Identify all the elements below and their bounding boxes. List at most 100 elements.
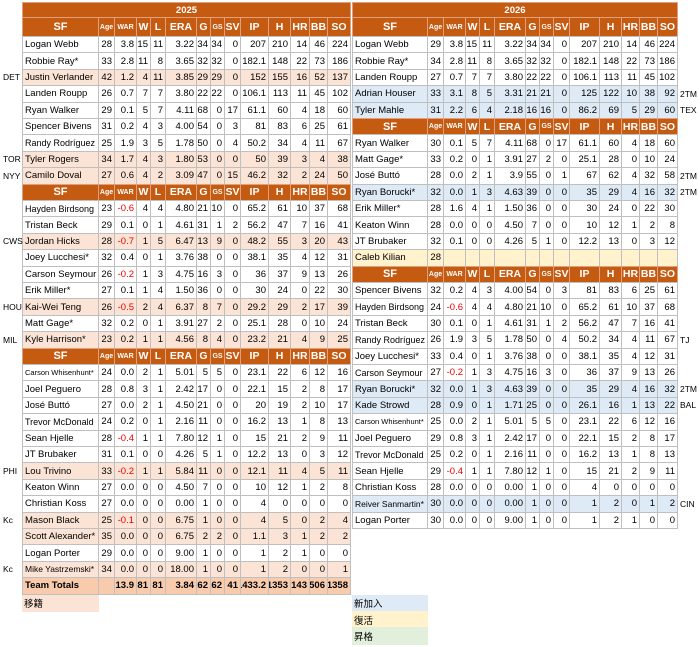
stat-cell: 38	[639, 85, 658, 103]
column-header: GS	[539, 17, 554, 37]
stat-cell: 28	[427, 216, 444, 234]
stat-cell: 2	[621, 429, 640, 447]
stat-cell: 5	[150, 232, 166, 251]
stat-cell: 1	[136, 282, 151, 300]
stat-cell: 3	[639, 232, 658, 251]
stat-cell: 26	[98, 265, 115, 283]
stat-cell: -0.5	[114, 298, 137, 316]
stat-cell: 7	[210, 298, 225, 316]
column-header: Age	[427, 17, 444, 37]
stat-cell: 60	[657, 101, 678, 119]
stat-cell: 0.0	[114, 396, 137, 415]
legend-row: 昇格	[352, 627, 428, 645]
column-header: SO	[327, 347, 351, 365]
column-header: BB	[309, 183, 328, 201]
stat-cell: 5	[268, 511, 291, 529]
stat-cell: 0	[290, 282, 310, 300]
stat-cell: 2	[465, 413, 480, 431]
stat-cell: 1	[539, 314, 554, 333]
stat-cell: 0	[224, 429, 241, 447]
totals-row: Team Totals13.981813.84162162411433.2135…	[22, 577, 351, 595]
player-name: Sean Hjelle	[352, 462, 428, 480]
stat-cell: -0.2	[114, 462, 137, 480]
stat-cell: 28	[427, 249, 444, 267]
stat-cell: 0.1	[114, 282, 137, 300]
stat-cell: 0	[553, 68, 570, 87]
stat-cell: 1	[479, 413, 495, 431]
stat-cell: 0	[224, 298, 241, 316]
stat-cell: 0	[465, 232, 480, 251]
stat-cell: 4	[224, 134, 241, 152]
stat-cell: 0	[290, 495, 310, 513]
stat-cell: 22	[309, 282, 328, 300]
stat-cell: 5.01	[494, 413, 526, 431]
column-header: L	[150, 347, 166, 365]
stat-cell: 1	[136, 265, 151, 283]
stat-cell: 92	[657, 85, 678, 103]
stat-cell: 0	[290, 314, 310, 333]
column-header: SF	[22, 347, 99, 365]
stat-cell: 207	[240, 36, 269, 54]
stat-cell: 36	[569, 364, 600, 382]
stat-cell: 4	[621, 347, 640, 365]
stat-cell: 16	[639, 380, 658, 398]
stat-cell: 21	[539, 85, 554, 103]
stat-cell: 34	[196, 36, 211, 54]
stat-cell: 11	[196, 413, 211, 431]
stat-cell: 52	[309, 68, 328, 87]
column-header: SO	[327, 183, 351, 201]
stat-cell: 29	[427, 36, 444, 54]
player-row: Reiver Sanmartin* 30 0.0 0 0 0.00 1 0 0 1 2 0 1 2	[352, 495, 678, 513]
column-header: GS	[210, 17, 225, 37]
stat-cell: 29	[639, 101, 658, 119]
stat-cell: 6	[290, 364, 310, 382]
stat-cell: 13	[599, 232, 622, 251]
stat-cell: 7	[479, 68, 495, 87]
stat-cell: 3.8	[114, 36, 137, 54]
stat-cell: 0	[290, 511, 310, 529]
stat-cell: 16.2	[240, 413, 269, 431]
stat-cell: 60	[268, 101, 291, 119]
note-row: 2TM	[677, 380, 699, 396]
stat-cell: 4	[479, 101, 495, 119]
stat-cell: 13	[639, 396, 658, 415]
stat-cell: 0	[224, 36, 241, 54]
player-row: Tyler Mahle 31 2.2 6 4 2.18 16 16 0 86.2 69 5 29 60	[352, 101, 678, 119]
stat-cell: 12	[268, 478, 291, 497]
stat-cell: 0	[224, 560, 241, 579]
stat-cell: 22.1	[240, 380, 269, 398]
stat-cell: 0	[210, 462, 225, 480]
column-header: IP	[569, 265, 600, 283]
stat-cell: 0.0	[443, 167, 466, 185]
stat-cell: 34	[539, 36, 554, 54]
column-header: HR	[290, 347, 310, 365]
stat-cell: 28	[427, 396, 444, 415]
stat-cell: 21	[599, 462, 622, 480]
stat-cell: 60	[599, 134, 622, 152]
column-header: G	[196, 183, 211, 201]
stat-cell: 31	[98, 118, 115, 136]
stat-cell: 22	[268, 364, 291, 382]
legend-row: 新加入	[352, 594, 428, 612]
stat-cell: 0	[465, 150, 480, 169]
team-note: 2TM	[680, 88, 697, 99]
title-row: 2026	[352, 2, 678, 18]
stat-cell: -0.6	[114, 200, 137, 218]
stat-cell: 38	[525, 347, 540, 365]
stat-cell: 5	[150, 134, 166, 152]
note-row: 2TM	[677, 184, 699, 200]
stat-cell: 210	[599, 36, 622, 54]
column-header: SF	[22, 183, 99, 201]
stat-cell: 0	[210, 134, 225, 152]
stat-cell: 22	[539, 68, 554, 87]
stat-cell: 15	[569, 462, 600, 480]
stat-cell: 0	[553, 200, 570, 218]
stat-cell: 1	[150, 380, 166, 398]
stat-cell: 0.2	[443, 282, 466, 300]
column-header: BB	[309, 17, 328, 37]
stat-cell: 2	[309, 511, 328, 529]
stat-cell: 32	[427, 282, 444, 300]
player-row: Ryan Borucki* 32 0.0 1 3 4.63 39 0 0 35 29 4 16 32	[352, 183, 678, 201]
player-row: Mason Black 25 -0.1 0 0 6.75 1 0 0 4 5 0 2 4	[22, 511, 351, 529]
stat-cell: 16	[657, 413, 678, 431]
